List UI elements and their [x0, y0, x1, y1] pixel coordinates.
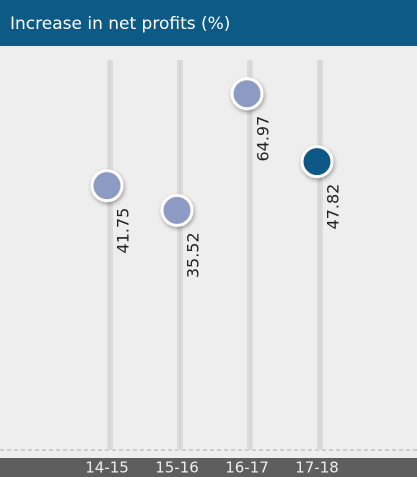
header — [0, 0, 417, 46]
chart-title: Increase in net profits (%) — [10, 14, 230, 34]
x-tick-label: 16-17 — [225, 459, 269, 477]
dot — [230, 77, 264, 111]
dot — [300, 145, 334, 179]
x-tick-label: 15-16 — [155, 459, 199, 477]
dot — [160, 193, 194, 227]
x-tick-label: 17-18 — [295, 459, 339, 477]
dot — [90, 169, 124, 203]
value-label: 35.52 — [184, 232, 203, 278]
x-tick-label: 14-15 — [85, 459, 129, 477]
value-label: 41.75 — [114, 208, 133, 254]
category-bar — [0, 458, 417, 477]
value-label: 64.97 — [254, 116, 273, 162]
value-label: 47.82 — [324, 184, 343, 230]
